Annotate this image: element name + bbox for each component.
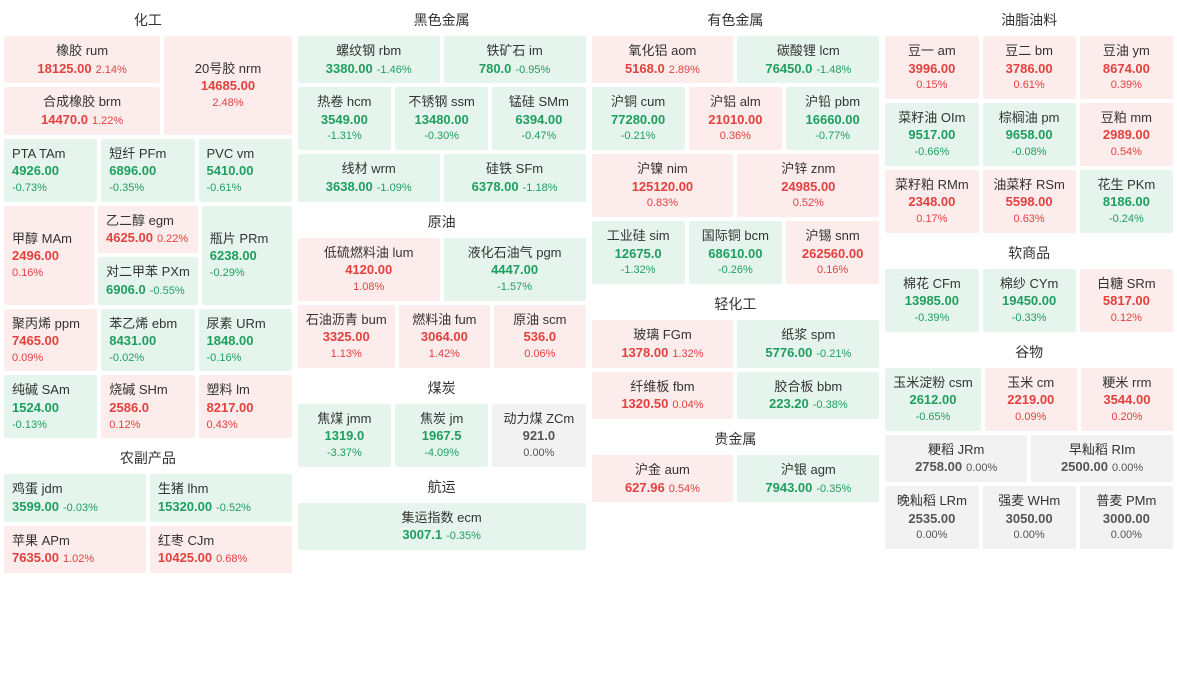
section-title-black: 黑色金属 bbox=[298, 4, 586, 32]
tile-bbm[interactable]: 胶合板 bbm 223.20-0.38% bbox=[737, 372, 879, 419]
tile-agm[interactable]: 沪银 agm 7943.00-0.35% bbox=[737, 455, 879, 502]
tile-cm[interactable]: 玉米 cm 2219.00 0.09% bbox=[985, 368, 1077, 431]
tile-scm[interactable]: 原油 scm 536.0 0.06% bbox=[494, 305, 585, 368]
tile-nim[interactable]: 沪镍 nim 125120.00 0.83% bbox=[592, 154, 734, 217]
section-title-nfmetal: 有色金属 bbox=[592, 4, 880, 32]
tile-tam[interactable]: PTA TAm 4926.00 -0.73% bbox=[4, 139, 97, 202]
tile-urm[interactable]: 尿素 URm 1848.00 -0.16% bbox=[199, 309, 292, 372]
tile-ecm[interactable]: 集运指数 ecm 3007.1-0.35% bbox=[298, 503, 586, 550]
tile-lum[interactable]: 低硫燃料油 lum 4120.00 1.08% bbox=[298, 238, 440, 301]
tile-csm[interactable]: 玉米淀粉 csm 2612.00 -0.65% bbox=[885, 368, 980, 431]
tile-nrm[interactable]: 20号胶 nrm 14685.00 2.48% bbox=[164, 36, 292, 135]
col-4: 油脂油料 豆一 am 3996.00 0.15% 豆二 bm 3786.00 0… bbox=[885, 4, 1173, 573]
section-title-lightchem: 轻化工 bbox=[592, 288, 880, 316]
col-2: 黑色金属 螺纹钢 rbm 3380.00-1.46% 铁矿石 im 780.0-… bbox=[298, 4, 586, 573]
tile-ppm[interactable]: 聚丙烯 ppm 7465.00 0.09% bbox=[4, 309, 97, 372]
tile-sim[interactable]: 工业硅 sim 12675.0 -1.32% bbox=[592, 221, 685, 284]
tile-rmm[interactable]: 菜籽粕 RMm 2348.00 0.17% bbox=[885, 170, 978, 233]
section-title-chem: 化工 bbox=[4, 4, 292, 32]
tile-jmm[interactable]: 焦煤 jmm 1319.0 -3.37% bbox=[298, 404, 391, 467]
section-title-grain: 谷物 bbox=[885, 336, 1173, 364]
tile-pkm[interactable]: 花生 PKm 8186.00 -0.24% bbox=[1080, 170, 1173, 233]
tile-zcm[interactable]: 动力煤 ZCm 921.0 0.00% bbox=[492, 404, 585, 467]
tile-bum[interactable]: 石油沥青 bum 3325.00 1.13% bbox=[298, 305, 395, 368]
tile-mm[interactable]: 豆粕 mm 2989.00 0.54% bbox=[1080, 103, 1173, 166]
tile-rsm[interactable]: 油菜籽 RSm 5598.00 0.63% bbox=[983, 170, 1076, 233]
tile-cjm[interactable]: 红枣 CJm 10425.000.68% bbox=[150, 526, 292, 573]
tile-cum[interactable]: 沪铜 cum 77280.00 -0.21% bbox=[592, 87, 685, 150]
tile-rim[interactable]: 早籼稻 RIm 2500.000.00% bbox=[1031, 435, 1173, 482]
tile-alm[interactable]: 沪铝 alm 21010.00 0.36% bbox=[689, 87, 782, 150]
tile-snm[interactable]: 沪锡 snm 262560.00 0.16% bbox=[786, 221, 879, 284]
tile-name: 橡胶 rum bbox=[56, 42, 108, 60]
tile-ssm[interactable]: 不锈钢 ssm 13480.00 -0.30% bbox=[395, 87, 488, 150]
tile-pm[interactable]: 棕榈油 pm 9658.00 -0.08% bbox=[983, 103, 1076, 166]
tile-rum[interactable]: 橡胶 rum 18125.002.14% bbox=[4, 36, 160, 83]
tile-prm[interactable]: 瓶片 PRm 6238.00 -0.29% bbox=[202, 206, 292, 305]
section-title-agri: 农副产品 bbox=[4, 442, 292, 470]
tile-name: 合成橡胶 brm bbox=[43, 93, 121, 111]
col-1: 化工 橡胶 rum 18125.002.14% 合成橡胶 brm 14470.0… bbox=[4, 4, 292, 573]
tile-pxm[interactable]: 对二甲苯 PXm 6906.0-0.55% bbox=[98, 257, 198, 304]
tile-sam[interactable]: 纯碱 SAm 1524.00 -0.13% bbox=[4, 375, 97, 438]
tile-smm[interactable]: 锰硅 SMm 6394.00 -0.47% bbox=[492, 87, 585, 150]
tile-bm[interactable]: 豆二 bm 3786.00 0.61% bbox=[983, 36, 1076, 99]
tile-ym[interactable]: 豆油 ym 8674.00 0.39% bbox=[1080, 36, 1173, 99]
tile-pfm[interactable]: 短纤 PFm 6896.00 -0.35% bbox=[101, 139, 194, 202]
tile-znm[interactable]: 沪锌 znm 24985.00 0.52% bbox=[737, 154, 879, 217]
tile-am[interactable]: 豆一 am 3996.00 0.15% bbox=[885, 36, 978, 99]
section-title-coal: 煤炭 bbox=[298, 372, 586, 400]
tile-spm[interactable]: 纸浆 spm 5776.00-0.21% bbox=[737, 320, 879, 367]
tile-aum[interactable]: 沪金 aum 627.960.54% bbox=[592, 455, 734, 502]
tile-lcm[interactable]: 碳酸锂 lcm 76450.0-1.48% bbox=[737, 36, 879, 83]
tile-jm[interactable]: 焦炭 jm 1967.5 -4.09% bbox=[395, 404, 488, 467]
tile-cym[interactable]: 棉纱 CYm 19450.00 -0.33% bbox=[983, 269, 1076, 332]
section-title-ship: 航运 bbox=[298, 471, 586, 499]
tile-name: 20号胶 nrm bbox=[195, 60, 261, 78]
tile-pmm[interactable]: 普麦 PMm 3000.00 0.00% bbox=[1080, 486, 1173, 549]
tile-sfm[interactable]: 硅铁 SFm 6378.00-1.18% bbox=[444, 154, 586, 201]
tile-mam[interactable]: 甲醇 MAm 2496.00 0.16% bbox=[4, 206, 94, 305]
tile-vm[interactable]: PVC vm 5410.00 -0.61% bbox=[199, 139, 292, 202]
tile-apm[interactable]: 苹果 APm 7635.001.02% bbox=[4, 526, 146, 573]
tile-fgm[interactable]: 玻璃 FGm 1378.001.32% bbox=[592, 320, 734, 367]
tile-lrm[interactable]: 晚籼稻 LRm 2535.00 0.00% bbox=[885, 486, 978, 549]
tile-shm[interactable]: 烧碱 SHm 2586.0 0.12% bbox=[101, 375, 194, 438]
col-3: 有色金属 氧化铝 aom 5168.02.89% 碳酸锂 lcm 76450.0… bbox=[592, 4, 880, 573]
tile-olm[interactable]: 菜籽油 OIm 9517.00 -0.66% bbox=[885, 103, 978, 166]
treemap-grid: 化工 橡胶 rum 18125.002.14% 合成橡胶 brm 14470.0… bbox=[4, 4, 1173, 573]
section-title-fat: 油脂油料 bbox=[885, 4, 1173, 32]
tile-egm[interactable]: 乙二醇 egm 4625.000.22% bbox=[98, 206, 198, 253]
tile-rbm[interactable]: 螺纹钢 rbm 3380.00-1.46% bbox=[298, 36, 440, 83]
tile-ebm[interactable]: 苯乙烯 ebm 8431.00 -0.02% bbox=[101, 309, 194, 372]
tile-rrm[interactable]: 粳米 rrm 3544.00 0.20% bbox=[1081, 368, 1173, 431]
tile-whm[interactable]: 强麦 WHm 3050.00 0.00% bbox=[983, 486, 1076, 549]
section-title-pmetal: 贵金属 bbox=[592, 423, 880, 451]
section-title-oil: 原油 bbox=[298, 206, 586, 234]
tile-pgm[interactable]: 液化石油气 pgm 4447.00 -1.57% bbox=[444, 238, 586, 301]
tile-jdm[interactable]: 鸡蛋 jdm 3599.00-0.03% bbox=[4, 474, 146, 521]
tile-srm[interactable]: 白糖 SRm 5817.00 0.12% bbox=[1080, 269, 1173, 332]
tile-lhm[interactable]: 生猪 lhm 15320.00-0.52% bbox=[150, 474, 292, 521]
section-title-soft: 软商品 bbox=[885, 237, 1173, 265]
tile-bcm[interactable]: 国际铜 bcm 68610.00 -0.26% bbox=[689, 221, 782, 284]
tile-wrm[interactable]: 线材 wrm 3638.00-1.09% bbox=[298, 154, 440, 201]
tile-im[interactable]: 铁矿石 im 780.0-0.95% bbox=[444, 36, 586, 83]
tile-aom[interactable]: 氧化铝 aom 5168.02.89% bbox=[592, 36, 734, 83]
tile-jrm[interactable]: 粳稻 JRm 2758.000.00% bbox=[885, 435, 1027, 482]
tile-cfm[interactable]: 棉花 CFm 13985.00 -0.39% bbox=[885, 269, 978, 332]
tile-fbm[interactable]: 纤维板 fbm 1320.500.04% bbox=[592, 372, 734, 419]
tile-hcm[interactable]: 热卷 hcm 3549.00 -1.31% bbox=[298, 87, 391, 150]
tile-lm[interactable]: 塑料 lm 8217.00 0.43% bbox=[199, 375, 292, 438]
tile-pbm[interactable]: 沪铅 pbm 16660.00 -0.77% bbox=[786, 87, 879, 150]
tile-brm[interactable]: 合成橡胶 brm 14470.01.22% bbox=[4, 87, 160, 134]
tile-fum[interactable]: 燃料油 fum 3064.00 1.42% bbox=[399, 305, 490, 368]
